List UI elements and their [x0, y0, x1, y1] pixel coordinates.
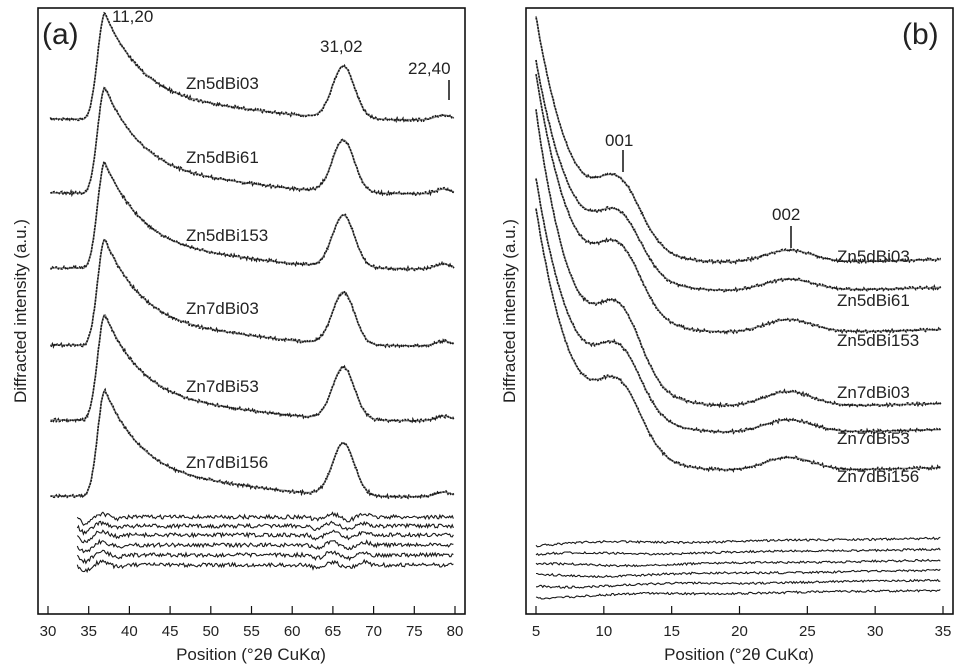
- peak-label-11-20: 11,20: [112, 7, 153, 26]
- residual-curve: [536, 578, 941, 589]
- fit-curve: [50, 238, 455, 347]
- peak-label-002: 002: [772, 205, 800, 224]
- panel-b-curves: [535, 15, 942, 473]
- residual-curve: [535, 536, 941, 548]
- sample-label: Zn5dBi61: [837, 291, 910, 310]
- data-curve: [50, 387, 455, 500]
- x-tick-label: 30: [40, 623, 57, 640]
- x-tick-label: 25: [799, 623, 816, 640]
- data-curve: [535, 109, 942, 409]
- residual-curve: [76, 520, 454, 536]
- panel-a-x-ticks: 30 35 40 45 50 55 60 65 70 75 80: [40, 606, 464, 640]
- data-curve: [49, 11, 455, 124]
- data-curve: [535, 74, 942, 335]
- panel-a-x-axis-label: Position (°2θ CuKα): [176, 645, 326, 664]
- residual-curve: [535, 547, 941, 557]
- x-tick-label: 40: [121, 623, 138, 640]
- residual-curve: [76, 529, 454, 544]
- data-curve: [49, 238, 455, 349]
- residual-curve: [536, 568, 941, 578]
- panel-b-residuals: [535, 536, 941, 600]
- residual-curve: [535, 588, 941, 600]
- x-tick-label: 65: [325, 623, 342, 640]
- panel-a-label: (a): [42, 18, 79, 51]
- panel-b-x-ticks: 5 10 15 20 25 30 35: [532, 606, 952, 640]
- panel-b: 5 10 15 20 25 30 35 (b) Diffracted intensity (…: [500, 7, 954, 664]
- x-tick-label: 55: [243, 623, 260, 640]
- panel-b-label: (b): [902, 18, 939, 51]
- panel-b-peak-labels: 001 002: [605, 131, 800, 248]
- panel-a-residuals: [76, 511, 454, 574]
- panel-b-frame: [525, 7, 954, 615]
- sample-label: Zn7dBi156: [837, 467, 919, 486]
- x-tick-label: 45: [162, 623, 179, 640]
- x-tick-label: 35: [80, 623, 97, 640]
- sample-label: Zn7dBi156: [186, 453, 268, 472]
- residual-curve: [76, 538, 454, 554]
- sample-label: Zn7dBi53: [186, 377, 259, 396]
- x-tick-label: 15: [663, 623, 680, 640]
- data-curve: [535, 208, 941, 473]
- panel-a: 30 35 40 45 50 55 60 65 70 75 80 (a) Diffracted in…: [11, 7, 466, 664]
- sample-label: Zn7dBi03: [186, 299, 259, 318]
- x-tick-label: 80: [447, 623, 464, 640]
- sample-label: Zn5dBi61: [186, 148, 259, 167]
- panel-a-sample-labels: Zn5dBi03 Zn5dBi61 Zn5dBi153 Zn7dBi03 Zn7…: [186, 74, 268, 472]
- x-tick-label: 60: [284, 623, 301, 640]
- x-tick-label: 75: [406, 623, 423, 640]
- residual-curve: [76, 511, 454, 526]
- x-tick-label: 10: [595, 623, 612, 640]
- panel-a-curves: [49, 11, 455, 500]
- sample-label: Zn7dBi53: [837, 429, 910, 448]
- sample-label: Zn5dBi03: [837, 247, 910, 266]
- residual-curve: [76, 558, 454, 574]
- panel-b-sample-labels: Zn5dBi03 Zn5dBi61 Zn5dBi153 Zn7dBi03 Zn7…: [837, 247, 919, 486]
- x-tick-label: 30: [867, 623, 884, 640]
- sample-label: Zn7dBi03: [837, 383, 910, 402]
- x-tick-label: 35: [935, 623, 952, 640]
- x-tick-label: 70: [365, 623, 382, 640]
- panel-b-y-axis-label: Diffracted intensity (a.u.): [500, 219, 519, 403]
- data-curve: [49, 159, 455, 273]
- x-tick-label: 5: [532, 623, 540, 640]
- peak-label-001: 001: [605, 131, 633, 150]
- sample-label: Zn5dBi03: [186, 74, 259, 93]
- peak-label-22-40: 22,40: [408, 59, 451, 78]
- data-curve: [535, 59, 942, 293]
- data-curve: [50, 86, 455, 198]
- fit-curve: [535, 15, 941, 263]
- sample-label: Zn5dBi153: [837, 331, 919, 350]
- residual-curve: [76, 549, 454, 565]
- residual-curve: [535, 558, 941, 568]
- data-curve: [535, 17, 942, 265]
- data-curve: [50, 314, 455, 425]
- peak-label-31-02: 31,02: [320, 37, 363, 56]
- data-curve: [535, 178, 942, 435]
- x-tick-label: 50: [202, 623, 219, 640]
- x-tick-label: 20: [731, 623, 748, 640]
- panel-a-peak-labels: 11,20 31,02 22,40: [112, 7, 451, 100]
- sample-label: Zn5dBi153: [186, 226, 268, 245]
- fit-curve: [50, 389, 455, 498]
- fit-curve: [50, 12, 455, 121]
- panel-a-y-axis-label: Diffracted intensity (a.u.): [11, 219, 30, 403]
- fit-curve: [50, 86, 455, 195]
- panel-b-x-axis-label: Position (°2θ CuKα): [664, 645, 814, 664]
